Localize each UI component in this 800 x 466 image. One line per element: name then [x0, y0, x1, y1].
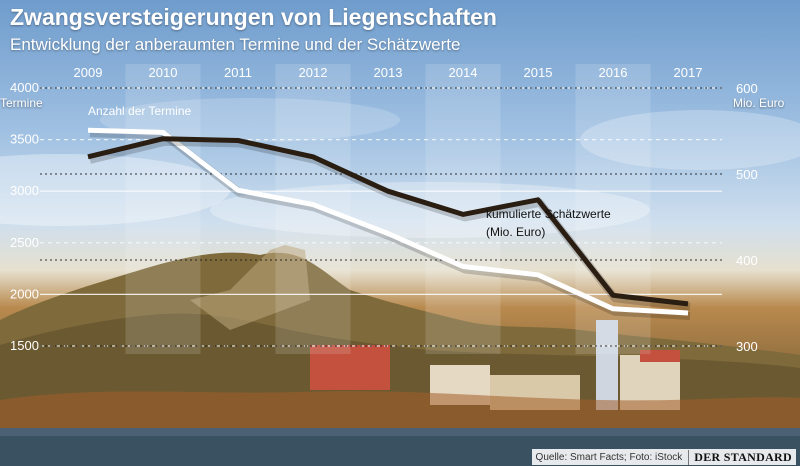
- schaetzwerte-line: [87, 136, 689, 307]
- x-tick-label: 2013: [374, 65, 403, 80]
- left-tick-label: 3000: [10, 183, 39, 198]
- left-tick-label: 2500: [10, 235, 39, 250]
- footer: Quelle: Smart Facts; Foto: iStock DER ST…: [531, 449, 796, 465]
- left-tick-label: 1500: [10, 338, 39, 353]
- brand-logo: DER STANDARD: [688, 449, 792, 465]
- schaetzwerte-label-unit: (Mio. Euro): [486, 225, 545, 239]
- left-tick-label: 3500: [10, 132, 39, 147]
- right-tick-label: 400: [736, 253, 758, 268]
- year-column: [125, 64, 201, 354]
- left-y-tick-labels: 1500 2000 2500 3000 3500 4000: [10, 80, 39, 353]
- left-tick-label: 4000: [10, 80, 39, 95]
- left-tick-label: 2000: [10, 286, 39, 301]
- x-tick-label: 2010: [149, 65, 178, 80]
- left-axis-label: Termine: [0, 96, 43, 110]
- schaetzwerte-label: kumulierte Schätzwerte: [486, 207, 611, 221]
- right-axis-label: Mio. Euro: [733, 96, 785, 110]
- x-tick-label: 2014: [449, 65, 478, 80]
- chart-subtitle: Entwicklung der anberaumten Termine und …: [10, 35, 461, 54]
- x-tick-labels: 2009 2010 2011 2012 2013 2014 2015 2016 2017: [74, 65, 703, 80]
- termine-label: Anzahl der Termine: [88, 104, 191, 118]
- x-tick-label: 2012: [299, 65, 328, 80]
- year-column: [275, 64, 351, 354]
- right-tick-label: 500: [736, 167, 758, 182]
- x-tick-label: 2017: [674, 65, 703, 80]
- series-lines: [87, 127, 691, 320]
- x-tick-label: 2016: [599, 65, 628, 80]
- source-credit: Quelle: Smart Facts; Foto: iStock: [535, 451, 683, 463]
- series-labels: Anzahl der Termine kumulierte Schätzwerte…: [88, 104, 611, 239]
- x-tick-label: 2009: [74, 65, 103, 80]
- x-tick-label: 2011: [224, 65, 252, 80]
- x-tick-label: 2015: [524, 65, 553, 80]
- year-column: [575, 64, 651, 354]
- termine-line: [87, 127, 689, 316]
- right-y-tick-labels: 300 400 500 600: [736, 81, 758, 354]
- year-columns: [125, 64, 651, 354]
- chart-title: Zwangsversteigerungen von Liegenschaften: [10, 4, 497, 30]
- right-tick-label: 600: [736, 81, 758, 96]
- right-tick-label: 300: [736, 339, 758, 354]
